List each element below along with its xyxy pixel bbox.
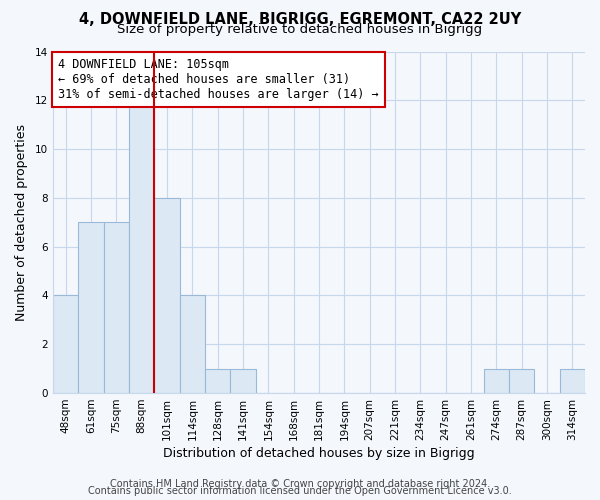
Bar — [230, 368, 256, 393]
Bar — [53, 296, 79, 393]
Text: Size of property relative to detached houses in Bigrigg: Size of property relative to detached ho… — [118, 22, 482, 36]
Bar — [484, 368, 509, 393]
Text: 4, DOWNFIELD LANE, BIGRIGG, EGREMONT, CA22 2UY: 4, DOWNFIELD LANE, BIGRIGG, EGREMONT, CA… — [79, 12, 521, 28]
Text: Contains HM Land Registry data © Crown copyright and database right 2024.: Contains HM Land Registry data © Crown c… — [110, 479, 490, 489]
Bar — [79, 222, 104, 393]
Bar — [129, 100, 154, 393]
Bar — [509, 368, 535, 393]
Bar — [154, 198, 180, 393]
Bar — [104, 222, 129, 393]
X-axis label: Distribution of detached houses by size in Bigrigg: Distribution of detached houses by size … — [163, 447, 475, 460]
Text: 4 DOWNFIELD LANE: 105sqm
← 69% of detached houses are smaller (31)
31% of semi-d: 4 DOWNFIELD LANE: 105sqm ← 69% of detach… — [58, 58, 379, 102]
Bar — [180, 296, 205, 393]
Y-axis label: Number of detached properties: Number of detached properties — [15, 124, 28, 321]
Text: Contains public sector information licensed under the Open Government Licence v3: Contains public sector information licen… — [88, 486, 512, 496]
Bar — [560, 368, 585, 393]
Bar — [205, 368, 230, 393]
